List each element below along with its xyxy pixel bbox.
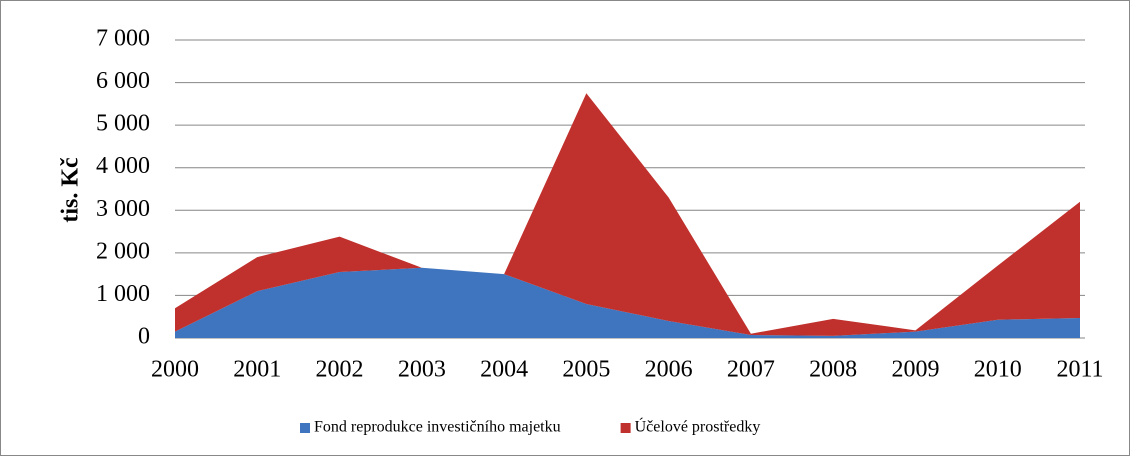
y-axis-label: tis. Kč xyxy=(58,157,84,223)
x-tick-label: 2003 xyxy=(398,357,446,383)
x-tick-label: 2005 xyxy=(562,357,610,383)
x-tick-label: 2006 xyxy=(645,357,693,383)
y-tick-label: 7 000 xyxy=(96,26,150,52)
x-tick-label: 2007 xyxy=(727,357,775,383)
y-tick-label: 4 000 xyxy=(96,153,150,179)
y-tick-label: 1 000 xyxy=(96,281,150,307)
x-tick-label: 2002 xyxy=(316,357,364,383)
x-tick-label: 2000 xyxy=(151,357,199,383)
x-tick-label: 2001 xyxy=(233,357,281,383)
y-tick-label: 5 000 xyxy=(96,111,150,137)
legend-label: Fond reprodukce investičního majetku xyxy=(314,419,561,436)
x-tick-label: 2011 xyxy=(1056,357,1103,383)
y-tick-label: 6 000 xyxy=(96,68,150,94)
area xyxy=(175,267,1080,338)
legend-swatch xyxy=(300,423,310,433)
x-tick-label: 2004 xyxy=(480,357,528,383)
legend-label: Účelové prostředky xyxy=(635,417,761,436)
y-tick-label: 2 000 xyxy=(96,238,150,264)
x-tick-label: 2010 xyxy=(974,357,1022,383)
x-tick-label: 2009 xyxy=(891,357,939,383)
y-tick-label: 3 000 xyxy=(96,196,150,222)
area xyxy=(175,93,1080,336)
legend-swatch xyxy=(620,423,631,433)
y-tick-label: 0 xyxy=(138,324,150,350)
x-tick-label: 2008 xyxy=(809,357,857,383)
